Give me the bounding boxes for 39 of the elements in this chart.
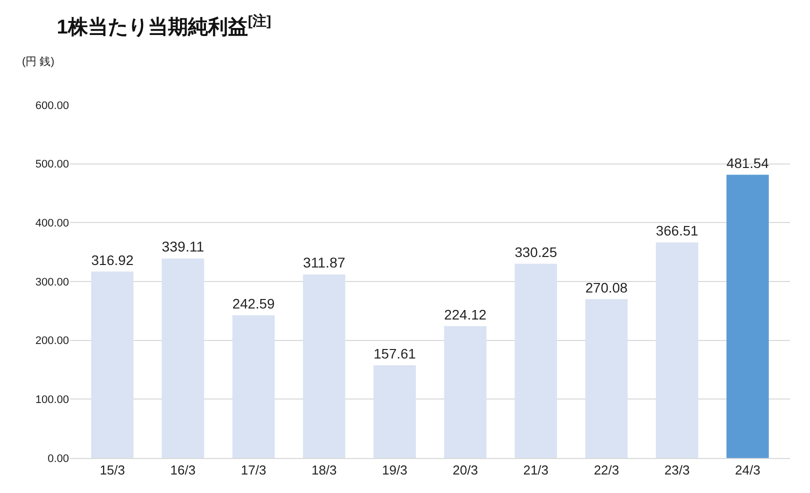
x-tick-label: 23/3 — [664, 462, 690, 478]
bar — [232, 315, 275, 458]
y-tick-label: 0.00 — [48, 452, 69, 465]
x-tick-label: 15/3 — [100, 462, 126, 478]
y-tick-label: 300.00 — [35, 276, 69, 288]
x-tick-label: 19/3 — [382, 462, 408, 478]
bar — [514, 264, 558, 458]
data-label: 339.11 — [162, 240, 204, 256]
bar — [585, 299, 628, 458]
bar — [444, 326, 486, 458]
data-label: 224.12 — [444, 306, 486, 322]
x-tick-label: 16/3 — [170, 462, 196, 478]
y-tick-label: 200.00 — [35, 335, 69, 348]
bar — [91, 272, 134, 458]
y-tick-label: 600.00 — [35, 100, 69, 112]
x-tick-label: 18/3 — [311, 462, 337, 478]
data-label: 330.25 — [514, 244, 558, 260]
y-tick-label: 100.00 — [35, 394, 69, 406]
data-label: 157.61 — [374, 346, 416, 362]
x-tick-label: 24/3 — [734, 462, 760, 478]
data-label: 481.54 — [726, 155, 770, 171]
y-tick-label: 500.00 — [35, 158, 69, 171]
x-tick-label: 21/3 — [523, 462, 549, 478]
bar — [656, 242, 698, 458]
y-axis-title: (円 銭) — [22, 56, 54, 68]
bar — [302, 274, 346, 458]
x-tick-label: 17/3 — [240, 462, 266, 478]
x-tick-label: 22/3 — [594, 462, 620, 478]
bar — [162, 258, 204, 458]
chart-title: 1株当たり当期純利益$^{[注]}$ — [56, 12, 272, 39]
data-label: 270.08 — [585, 279, 628, 296]
data-label: 316.92 — [91, 252, 134, 268]
x-tick-label: 20/3 — [452, 462, 478, 478]
y-tick-label: 400.00 — [35, 218, 69, 230]
data-label: 366.51 — [656, 222, 699, 239]
data-label: 242.59 — [232, 296, 275, 312]
data-label: 311.87 — [302, 256, 346, 272]
bar — [726, 174, 769, 458]
bar — [374, 365, 416, 458]
